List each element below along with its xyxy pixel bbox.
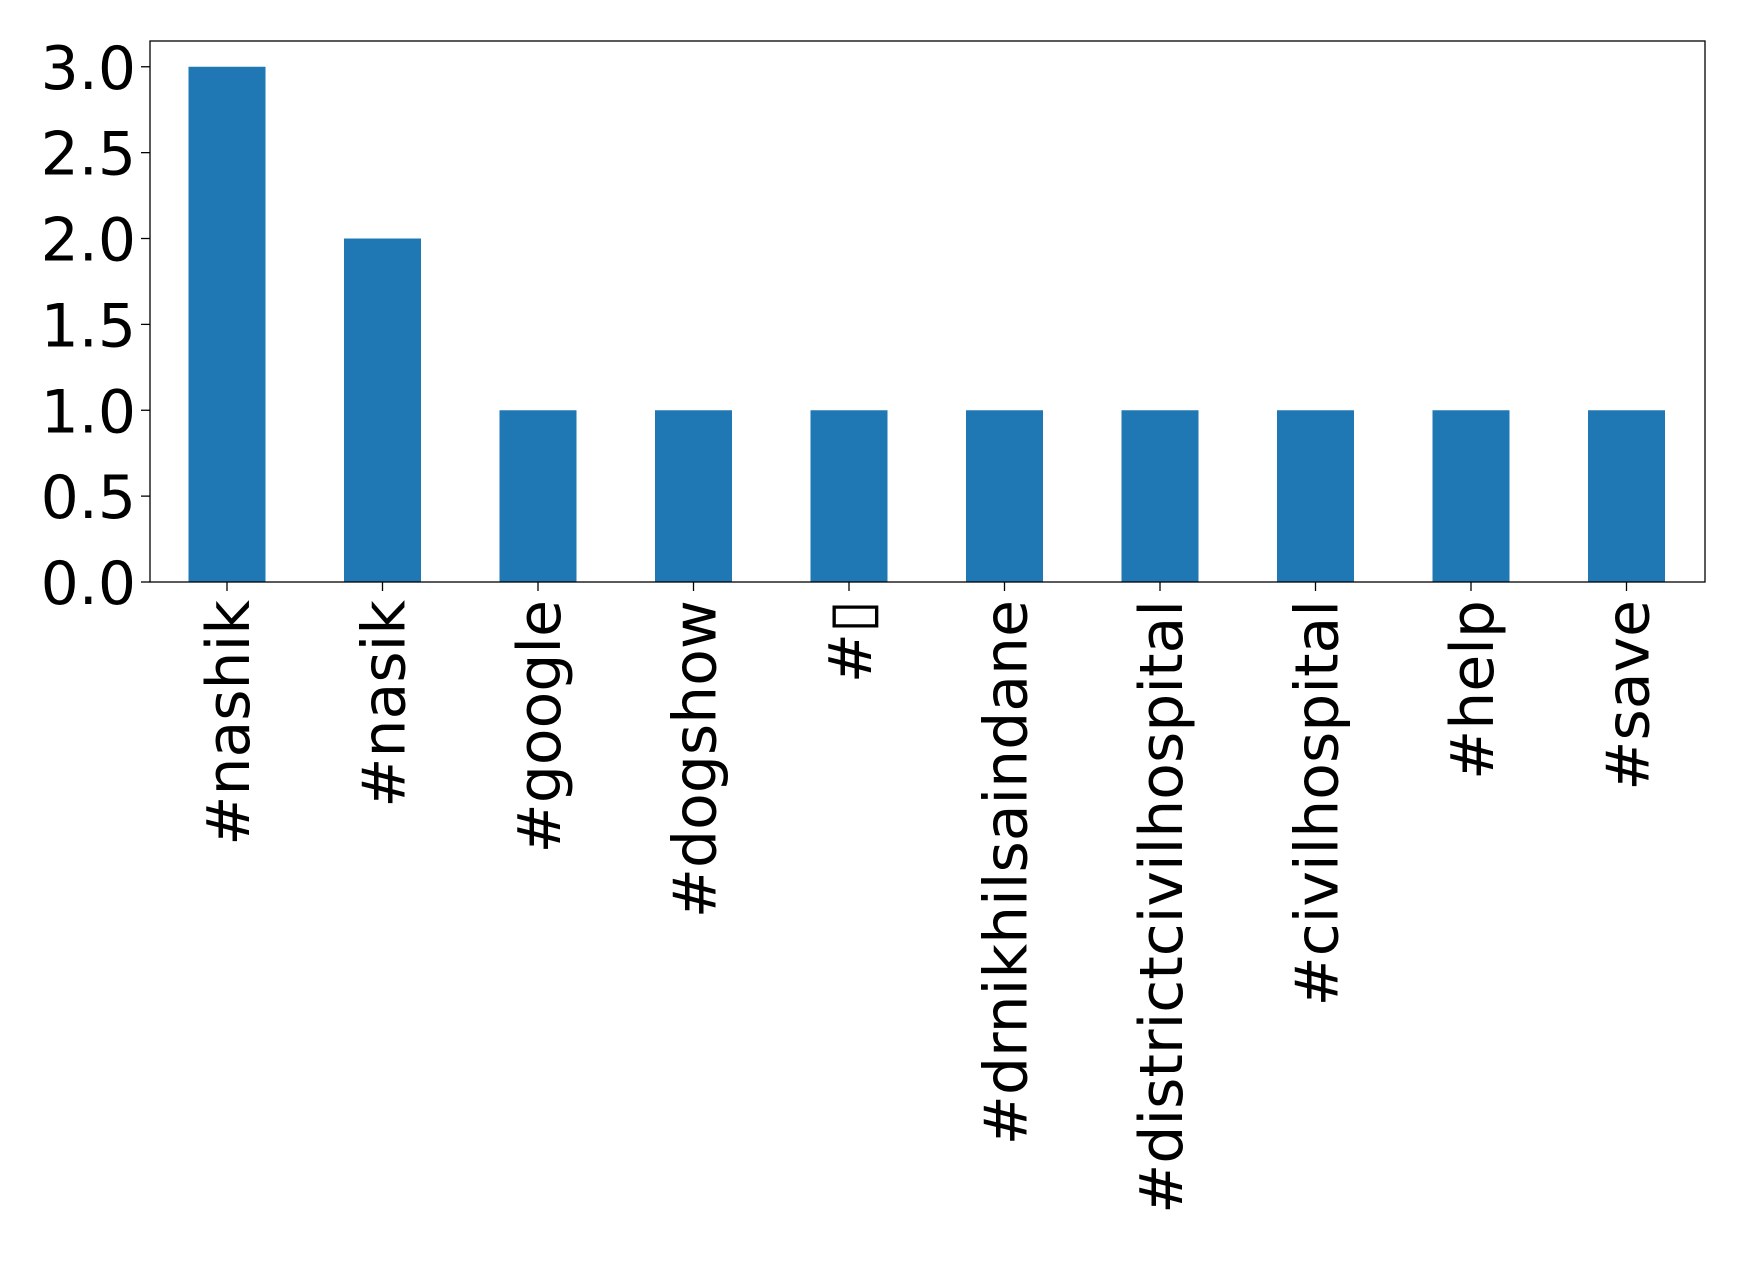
y-tick-label: 0.0: [41, 549, 136, 619]
y-tick-label: 1.0: [41, 377, 136, 447]
x-tick-label: #districtcivilhospital: [1127, 600, 1197, 1214]
bar-5: [966, 410, 1043, 582]
x-tick-label: #civilhospital: [1283, 600, 1353, 1007]
y-axis: 0.0 0.5 1.0 1.5 2.0 2.5 3.0: [41, 34, 150, 619]
x-tick-label: #drnikhilsaindane: [972, 600, 1042, 1145]
bars-layer: [188, 66, 1665, 582]
x-tick-label: #dogshow: [661, 600, 731, 918]
x-tick-label: #nashik: [194, 600, 264, 846]
y-tick-label: 1.5: [41, 291, 136, 361]
bar-6: [1121, 410, 1199, 582]
x-tick-label: #google: [505, 600, 575, 853]
bar-0: [188, 66, 266, 582]
plot-frame: [149, 40, 1706, 583]
x-axis: #nashik #nasik #google #dogshow #▯ #drnikhils…: [194, 582, 1664, 1214]
x-tick-label: #save: [1594, 600, 1664, 791]
y-tick-label: 2.5: [41, 120, 136, 190]
bar-3: [655, 410, 732, 582]
bar-8: [1432, 410, 1510, 582]
bar-2: [499, 410, 577, 582]
y-tick-label: 0.5: [41, 463, 136, 533]
bar-4: [810, 410, 888, 582]
x-tick-label: #help: [1438, 600, 1508, 780]
x-tick-label: #▯: [816, 600, 886, 683]
y-tick-label: 2.0: [41, 206, 136, 276]
bar-7: [1277, 410, 1354, 582]
bar-9: [1588, 410, 1665, 582]
bar-1: [344, 238, 421, 582]
x-tick-label: #nasik: [350, 600, 420, 808]
y-tick-label: 3.0: [41, 34, 136, 104]
